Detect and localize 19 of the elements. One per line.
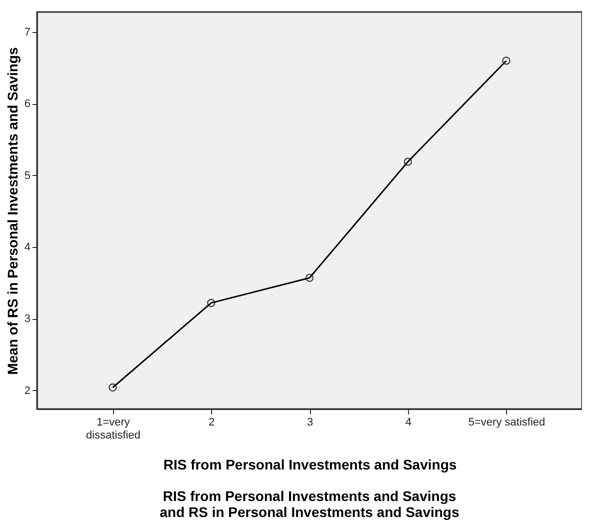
point (305, 274, 314, 282)
y-tick-label: 7 (24, 26, 30, 39)
y-tick-label: 4 (24, 242, 30, 254)
x-tick-label: 1=very dissatisfied (86, 416, 140, 442)
y-tick-label: 6 (24, 98, 30, 110)
x-tick-label: 4 (405, 416, 412, 428)
point (206, 298, 216, 308)
point (108, 383, 117, 392)
x-tick-label: 5=very satisfied (468, 416, 546, 428)
y-tick-label: 3 (24, 313, 30, 326)
x-tick-label: 2 (208, 416, 215, 428)
text: RIS from Personal Investments and Savings and RS in Personal Investments and Savings (160, 488, 460, 520)
y-tick-label: 5 (24, 170, 30, 182)
y-axis-title: Mean of RS in Personal Investments and Savings (4, 47, 20, 375)
point (502, 56, 510, 65)
x-tick-label: 3 (306, 416, 314, 428)
y-tick-label: 2 (24, 384, 30, 397)
x-axis-title: RIS from Personal Investments and Savings (163, 456, 457, 472)
point (404, 158, 412, 166)
